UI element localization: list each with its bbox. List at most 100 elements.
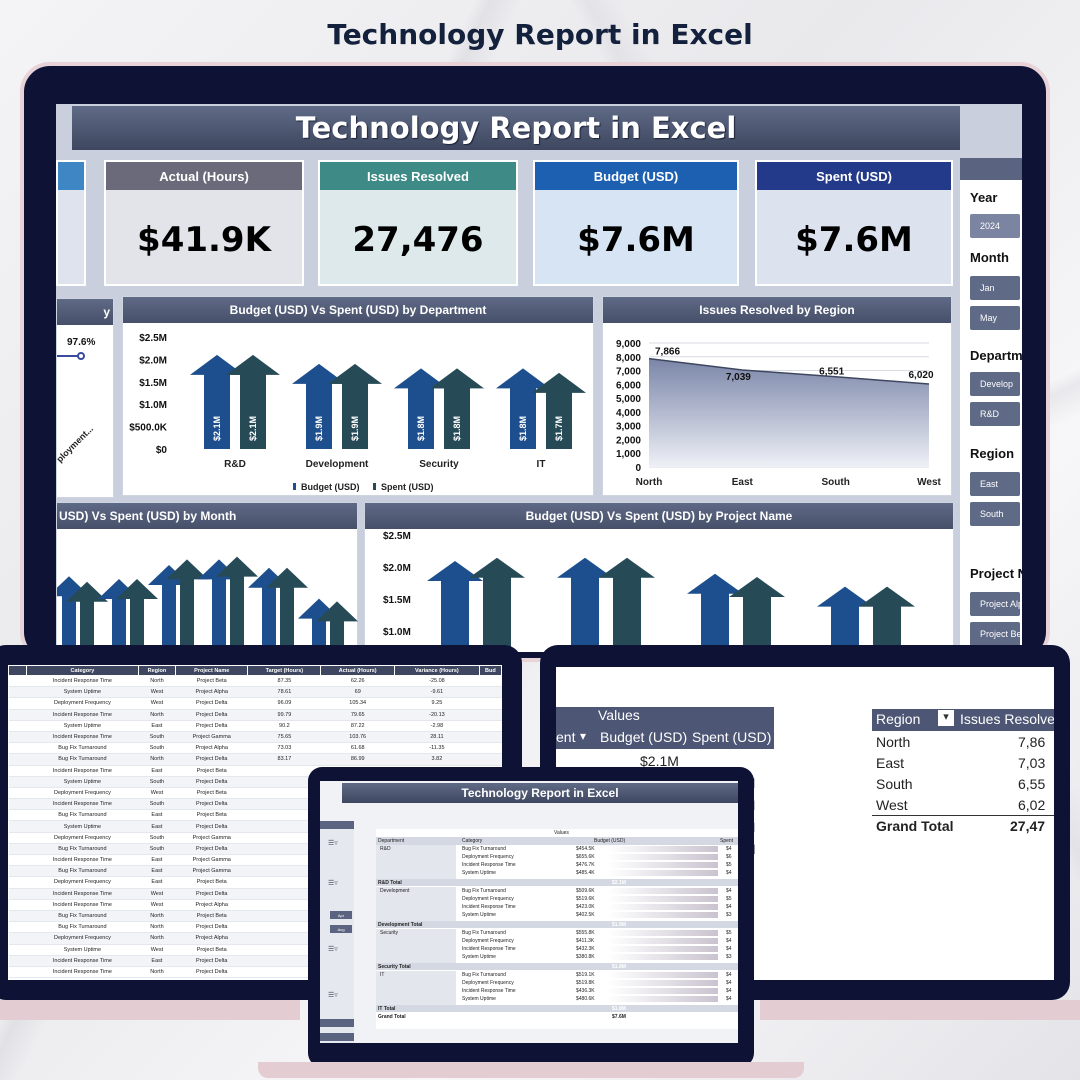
table-cell: Project Delta: [175, 697, 248, 710]
table-cell: [8, 697, 27, 710]
x-tick-label: South: [822, 477, 850, 488]
region-chart-panel: Issues Resolved by Region 9,000 8,000 7,00…: [602, 296, 952, 496]
table-cell: North: [138, 921, 176, 934]
filter-icon[interactable]: ☰▿: [328, 880, 338, 887]
databar: [608, 904, 718, 910]
group-name: IT: [380, 972, 385, 978]
front-laptop: Technology Report in Excel ☰▿ ☰▿ Apr Aug…: [308, 767, 754, 1067]
table-cell: West: [138, 944, 176, 956]
kpi-label: Actual (Hours): [106, 162, 302, 190]
group-total-value: $1.8M: [612, 1006, 626, 1012]
kpi-value: 27,476: [352, 220, 484, 260]
front-pivot-table: Values Department Category Budget (USD) …: [376, 829, 738, 1029]
table-cell: Incident Response Time: [26, 966, 139, 979]
spent-arrow-bar: [166, 559, 208, 652]
spent-cell: $4: [726, 996, 732, 1002]
slicer-item-project-alpha[interactable]: Project Alp: [970, 592, 1020, 616]
slicer-item-jan[interactable]: Jan: [970, 276, 1020, 300]
category-cell: Deployment Frequency: [462, 980, 514, 986]
table-cell: Incident Response Time: [26, 709, 139, 721]
table-cell: [8, 798, 27, 811]
table-cell: 86.99: [320, 753, 395, 766]
filter-icon[interactable]: ☰▿: [328, 840, 338, 847]
table-cell: East: [138, 876, 176, 889]
table-cell: Bug Fix Turnaround: [26, 809, 139, 822]
table-cell: [247, 820, 321, 833]
line-segment: [57, 352, 85, 360]
spent-arrow-bar: [599, 557, 655, 652]
table-cell: Project Alpha: [175, 742, 248, 755]
spent-cell: $5: [726, 862, 732, 868]
table-cell: 73.03: [247, 742, 321, 755]
category-cell: Incident Response Time: [462, 988, 516, 994]
category-cell: System Uptime: [462, 912, 496, 918]
y-tick-label: 5,000: [616, 394, 641, 405]
pivot-region-header: Region ▾ Issues Resolve: [872, 709, 1054, 731]
y-tick-label: 4,000: [616, 408, 641, 419]
table-cell: South: [138, 731, 176, 744]
table-cell: [8, 765, 27, 777]
pivot-budget-cell: $2.1M: [640, 753, 679, 769]
category-cell: Bug Fix Turnaround: [462, 930, 506, 936]
table-cell: [247, 966, 321, 979]
filter-dropdown-icon[interactable]: ▾: [938, 710, 954, 726]
table-cell: [479, 742, 502, 755]
kpi-card-issues-resolved: Issues Resolved 27,476: [318, 160, 518, 286]
slicer-item-project-beta[interactable]: Project Be: [970, 622, 1020, 646]
filter-dropdown-icon[interactable]: ▾: [580, 729, 587, 743]
spent-cell: $4: [726, 980, 732, 986]
bar-data-label: $1.8M: [416, 416, 426, 441]
table-cell: East: [138, 955, 176, 967]
legend-swatch-spent: [373, 483, 376, 490]
table-cell: Project Delta: [175, 966, 248, 979]
panel-header: Issues Resolved by Region: [603, 297, 951, 323]
budget-arrow-bar: [496, 368, 550, 449]
table-cell: 62.26: [320, 675, 395, 688]
table-header-cell: Bud: [478, 665, 502, 676]
slicer-item-may[interactable]: May: [970, 306, 1020, 330]
region-value: 6,02: [1018, 797, 1046, 813]
table-cell: 105.34: [320, 697, 395, 710]
grand-total-value: 27,47: [1010, 818, 1046, 834]
group-total-band: [376, 1005, 738, 1012]
table-cell: [247, 910, 321, 923]
category-cell: System Uptime: [462, 954, 496, 960]
table-cell: System Uptime: [26, 820, 139, 833]
month-chip-apr[interactable]: Apr: [330, 911, 352, 919]
slicer-item-development[interactable]: Develop: [970, 372, 1020, 396]
month-chip-aug[interactable]: Aug: [330, 925, 352, 933]
table-cell: Project Delta: [175, 955, 248, 967]
group-total-value: $2.1M: [612, 880, 626, 886]
filter-icon[interactable]: ☰▿: [328, 992, 338, 999]
pivot-col-ent: ent: [556, 729, 576, 745]
pivot-region-row: South 6,55: [872, 773, 1054, 793]
slicer-item-rnd[interactable]: R&D: [970, 402, 1020, 426]
table-cell: [247, 921, 321, 934]
group-total-value: $1.8M: [612, 964, 626, 970]
databar: [608, 930, 718, 936]
table-header-cell: Target (Hours): [247, 665, 322, 676]
spent-cell: $5: [726, 896, 732, 902]
slicer-title-department: Departm: [970, 348, 1022, 363]
head-category: Category: [462, 838, 483, 844]
spent-arrow-bar: [66, 581, 108, 652]
spent-cell: $4: [726, 988, 732, 994]
category-cell: Bug Fix Turnaround: [462, 846, 506, 852]
databar: [608, 980, 718, 986]
table-cell: 28.11: [394, 731, 480, 744]
slicer-item-south[interactable]: South: [970, 502, 1020, 526]
slicer-item-east[interactable]: East: [970, 472, 1020, 496]
slicer-item-2024[interactable]: 2024: [970, 214, 1020, 238]
databar: [608, 846, 718, 852]
category-cell: Incident Response Time: [462, 904, 516, 910]
table-cell: 75.65: [247, 731, 321, 744]
budget-cell: $555.8K: [576, 930, 595, 936]
filter-icon[interactable]: ☰▿: [328, 946, 338, 953]
spent-arrow-bar: [532, 372, 586, 449]
spent-arrow-bar: [729, 577, 785, 652]
table-cell: West: [138, 686, 176, 699]
budget-arrow-bar: [198, 559, 240, 652]
table-cell: Incident Response Time: [26, 731, 139, 744]
table-row: Incident Response Time South Project Gamma…: [8, 731, 502, 744]
budget-arrow-bar: [427, 561, 483, 652]
